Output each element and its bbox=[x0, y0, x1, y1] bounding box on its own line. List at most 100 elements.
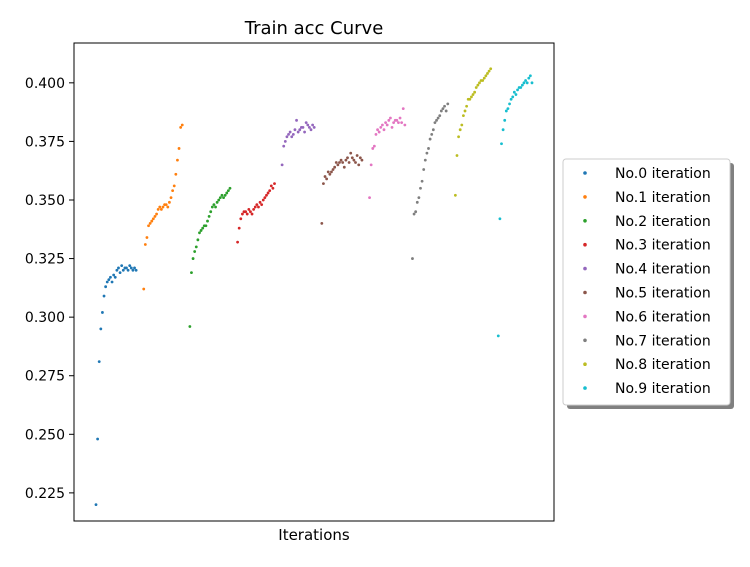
data-point bbox=[403, 123, 407, 127]
data-point bbox=[338, 161, 341, 164]
data-point bbox=[304, 121, 308, 125]
data-point bbox=[504, 109, 508, 113]
data-point bbox=[422, 168, 426, 171]
data-point bbox=[129, 266, 133, 270]
data-point bbox=[514, 93, 518, 96]
data-point bbox=[322, 182, 325, 185]
data-point bbox=[427, 147, 430, 150]
data-point bbox=[214, 205, 217, 209]
data-point bbox=[288, 130, 292, 134]
data-point bbox=[482, 76, 486, 80]
data-point bbox=[328, 172, 332, 176]
legend-marker bbox=[583, 338, 587, 343]
data-point bbox=[209, 210, 213, 214]
data-point bbox=[112, 273, 116, 277]
y-tick-label: 0.350 bbox=[25, 193, 65, 209]
data-point bbox=[134, 268, 138, 272]
data-point bbox=[250, 212, 254, 216]
data-point bbox=[107, 278, 111, 282]
data-point bbox=[307, 125, 311, 129]
data-point bbox=[512, 90, 516, 94]
data-point bbox=[125, 266, 128, 270]
data-point bbox=[433, 121, 437, 125]
series-1 bbox=[142, 123, 184, 291]
data-point bbox=[168, 200, 171, 204]
data-point bbox=[271, 186, 275, 190]
data-point bbox=[171, 189, 175, 193]
data-point bbox=[420, 179, 424, 183]
data-point bbox=[190, 271, 193, 275]
data-point bbox=[349, 151, 353, 155]
data-point bbox=[266, 191, 270, 195]
data-point bbox=[94, 503, 98, 506]
data-point bbox=[520, 83, 524, 87]
y-tick-label: 0.375 bbox=[25, 134, 65, 150]
data-point bbox=[444, 109, 448, 113]
data-point bbox=[489, 67, 493, 71]
data-point bbox=[325, 177, 329, 181]
data-point bbox=[245, 212, 249, 216]
legend: No.0 iteration No.1 iteration No.2 iterati… bbox=[562, 158, 734, 409]
series-9 bbox=[496, 74, 534, 338]
data-point bbox=[358, 156, 362, 160]
data-point bbox=[478, 81, 481, 85]
data-point bbox=[474, 86, 478, 89]
data-point bbox=[522, 81, 526, 85]
data-point bbox=[283, 140, 287, 143]
data-point bbox=[151, 217, 155, 221]
y-tick-label: 0.325 bbox=[25, 252, 65, 268]
data-point bbox=[228, 186, 232, 190]
data-point bbox=[360, 158, 364, 162]
data-point bbox=[525, 81, 529, 85]
data-point bbox=[336, 163, 340, 167]
data-point bbox=[530, 81, 534, 85]
data-point bbox=[519, 86, 523, 89]
legend-marker bbox=[583, 290, 587, 295]
data-point bbox=[350, 156, 354, 160]
data-point bbox=[423, 158, 427, 162]
data-point bbox=[528, 74, 532, 78]
data-point bbox=[180, 123, 184, 127]
data-point bbox=[282, 144, 286, 148]
data-point bbox=[306, 123, 310, 127]
data-point bbox=[172, 184, 176, 188]
data-point bbox=[220, 193, 224, 197]
data-point bbox=[390, 125, 394, 129]
data-point bbox=[527, 76, 531, 80]
series-3 bbox=[236, 182, 276, 244]
data-point bbox=[210, 205, 214, 209]
data-point bbox=[237, 226, 241, 230]
series-8 bbox=[453, 67, 493, 197]
data-point bbox=[417, 196, 421, 200]
data-point bbox=[339, 158, 343, 162]
data-point bbox=[296, 130, 300, 134]
data-point bbox=[199, 229, 203, 232]
data-point bbox=[169, 196, 173, 200]
data-point bbox=[465, 104, 469, 108]
data-point bbox=[438, 114, 442, 118]
data-point bbox=[255, 203, 259, 207]
data-point bbox=[273, 182, 276, 185]
series-5 bbox=[320, 151, 364, 225]
data-point bbox=[331, 168, 335, 171]
data-point bbox=[389, 116, 392, 120]
data-point bbox=[193, 250, 197, 253]
data-point bbox=[374, 132, 378, 136]
data-point bbox=[342, 165, 346, 169]
data-point bbox=[291, 132, 295, 136]
points-layer bbox=[94, 67, 534, 506]
legend-box bbox=[562, 158, 731, 406]
data-point bbox=[524, 79, 527, 82]
data-point bbox=[285, 135, 289, 139]
data-point bbox=[385, 123, 389, 127]
data-point bbox=[484, 74, 488, 78]
data-point bbox=[290, 135, 294, 139]
data-point bbox=[121, 268, 125, 272]
data-point bbox=[217, 198, 221, 202]
data-point bbox=[401, 107, 405, 111]
data-point bbox=[126, 268, 130, 272]
y-tick-label: 0.225 bbox=[25, 486, 65, 502]
data-point bbox=[506, 107, 510, 111]
data-point bbox=[153, 214, 157, 218]
